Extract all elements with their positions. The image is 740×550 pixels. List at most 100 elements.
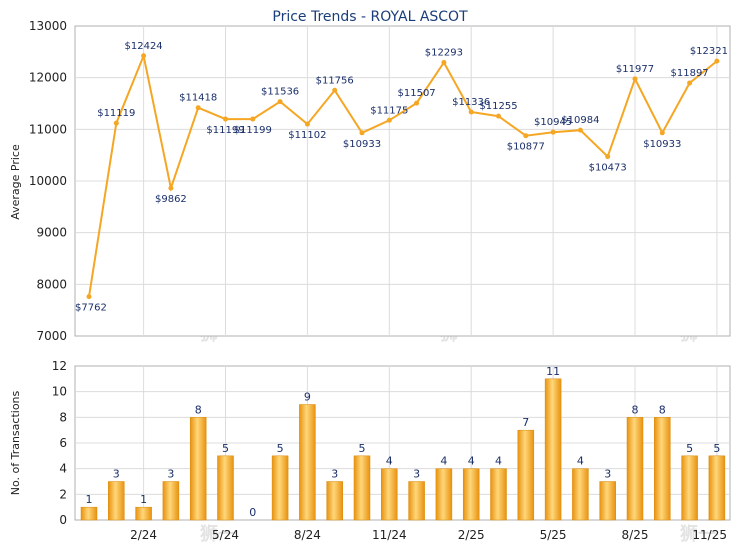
price-y-tick-label: 7000: [36, 329, 67, 343]
transaction-bar-label: 7: [522, 416, 529, 429]
price-data-label: $10933: [343, 139, 381, 150]
x-tick-label: 5/24: [212, 528, 239, 542]
price-point: [632, 76, 638, 82]
price-point: [441, 60, 447, 66]
price-data-label: $11418: [179, 93, 217, 104]
transaction-bar-label: 4: [577, 455, 584, 468]
transaction-bar-label: 5: [222, 442, 229, 455]
price-data-label: $10984: [561, 115, 599, 126]
price-point: [414, 100, 420, 106]
x-tick-label: 5/25: [540, 528, 567, 542]
price-data-label: $11175: [370, 105, 408, 116]
price-y-tick-label: 8000: [36, 277, 67, 291]
price-data-label: $12321: [690, 46, 728, 57]
transaction-bar-label: 8: [195, 403, 202, 416]
transactions-bar-panel: 0 2 4 6 8 10 12 1 3 1 3 8 5 0 5 9 3 5 4 3 4 4 4 7 11 4 3 8 8 5 5 2/24 5/…: [52, 359, 731, 542]
price-data-label: $11199: [206, 125, 244, 136]
transactions-y-tick-label: 12: [52, 359, 67, 373]
transaction-bar-label: 9: [304, 391, 311, 404]
price-point: [659, 130, 665, 136]
price-line-panel: 7000 8000 9000 10000 11000 12000 13000 $7762 $11…: [29, 19, 731, 343]
transactions-y-tick-label: 8: [59, 410, 67, 424]
price-y-tick-label: 12000: [29, 71, 67, 85]
price-point: [359, 130, 365, 136]
transaction-bar: [517, 429, 535, 521]
price-point: [168, 185, 174, 191]
price-point: [113, 120, 119, 126]
price-series-line: [88, 52, 718, 297]
transaction-bar-label: 5: [713, 442, 720, 455]
price-point: [605, 154, 611, 160]
price-point: [141, 53, 147, 59]
price-point: [386, 117, 392, 123]
transaction-bar-label: 4: [386, 455, 393, 468]
transaction-bar-label: 3: [113, 468, 120, 481]
transaction-bar: [408, 481, 425, 521]
transaction-bar: [681, 455, 698, 521]
transaction-bar-label: 8: [659, 403, 666, 416]
price-data-label: $11102: [288, 130, 326, 141]
transaction-bar-label: 3: [604, 468, 611, 481]
chart-title: Price Trends - ROYAL ASCOT: [272, 9, 468, 25]
transaction-bar-label: 5: [359, 442, 366, 455]
transactions-y-tick-label: 2: [59, 487, 67, 501]
transactions-y-tick-label: 10: [52, 385, 67, 399]
price-data-label: $12293: [425, 48, 463, 59]
price-data-label: $11119: [97, 108, 135, 119]
price-point: [468, 109, 474, 115]
price-point: [496, 113, 501, 119]
transaction-bar-label: 4: [468, 455, 475, 468]
transaction-bar: [544, 378, 562, 521]
transaction-bar: [217, 455, 234, 521]
price-point: [277, 99, 283, 105]
price-data-label: $10473: [589, 163, 627, 174]
price-data-label: $11336: [452, 97, 490, 108]
transaction-bar-label: 1: [140, 493, 147, 506]
transaction-bar-label: 1: [86, 493, 93, 506]
transaction-bar: [462, 468, 480, 521]
transaction-bar: [189, 417, 207, 521]
transaction-bar: [299, 404, 316, 521]
transaction-bar: [490, 468, 507, 521]
transaction-bar: [381, 468, 398, 521]
price-point: [250, 116, 256, 122]
transactions-y-tick-label: 4: [59, 462, 67, 476]
transaction-bar-label: 11: [546, 365, 560, 378]
x-tick-label: 11/25: [692, 528, 727, 542]
transaction-bar: [353, 455, 371, 521]
price-data-label: $11977: [616, 64, 654, 75]
x-tick-label: 8/25: [622, 528, 649, 542]
price-data-label: $7762: [75, 303, 107, 314]
price-data-label: $10877: [507, 142, 545, 153]
transaction-bar-label: 5: [277, 442, 284, 455]
transaction-bar: [708, 455, 726, 521]
x-tick-label: 2/24: [130, 528, 157, 542]
price-data-label: $10933: [643, 139, 681, 150]
transaction-bar-label: 3: [413, 468, 420, 481]
price-point: [577, 127, 583, 133]
transaction-bar: [626, 417, 644, 521]
transactions-axis-label: No. of Transactions: [9, 390, 22, 495]
transaction-bar-label: 3: [167, 468, 174, 481]
x-tick-label: 2/25: [458, 528, 485, 542]
transaction-bar: [80, 506, 98, 521]
watermark-glyph: 狮一: [200, 524, 236, 545]
price-point: [195, 105, 201, 111]
transaction-bar: [572, 468, 589, 521]
price-data-label: $11897: [671, 68, 709, 79]
price-point: [523, 133, 529, 139]
x-tick-label: 11/24: [372, 528, 407, 542]
price-data-label: $11507: [398, 88, 436, 99]
price-point: [332, 87, 338, 93]
price-data-label: $9862: [155, 194, 187, 205]
price-data-label: $11199: [234, 125, 272, 136]
transaction-bar: [135, 506, 152, 521]
transaction-bar: [271, 455, 289, 521]
price-point: [550, 129, 556, 135]
price-y-tick-label: 9000: [36, 226, 67, 240]
price-data-label: $12424: [125, 41, 163, 52]
price-data-label: $11255: [479, 101, 517, 112]
transaction-bar-label: 4: [495, 455, 502, 468]
x-tick-label: 8/24: [294, 528, 321, 542]
transaction-bar: [654, 417, 671, 521]
